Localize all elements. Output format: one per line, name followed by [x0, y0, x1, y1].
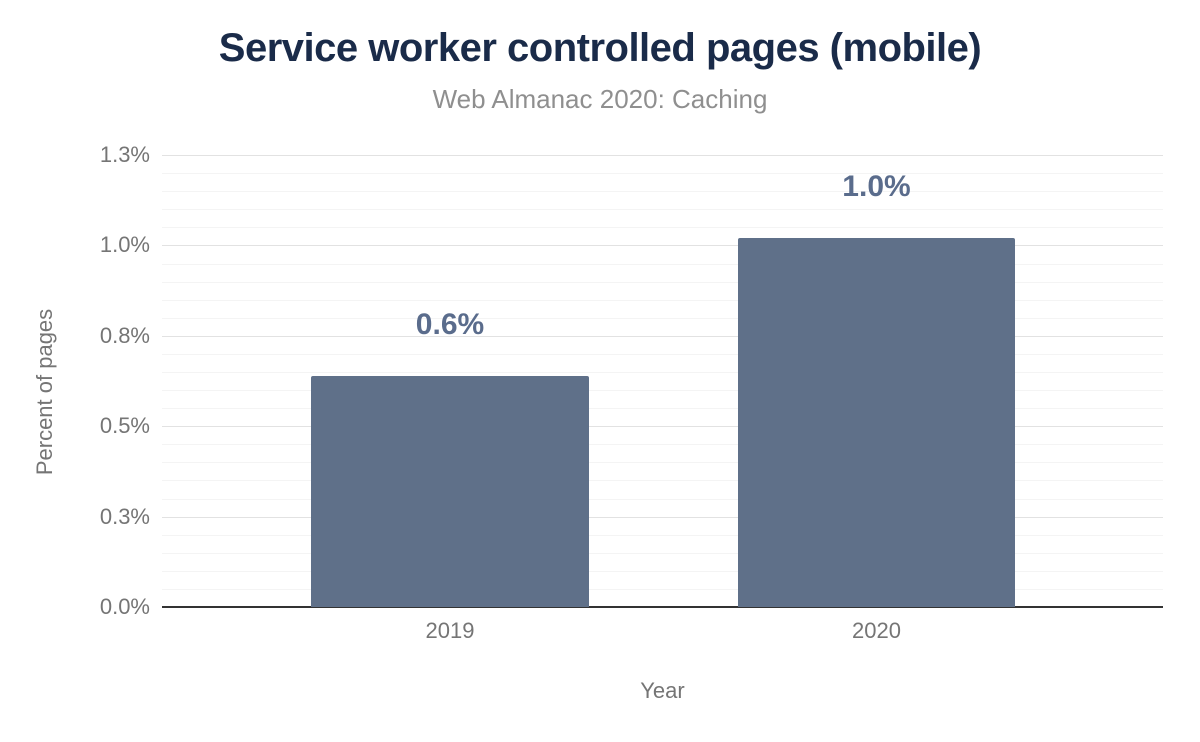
- bar-value-label: 0.6%: [415, 307, 485, 341]
- x-tick-label: 2020: [852, 618, 901, 643]
- gridline-minor: [162, 552, 1163, 554]
- gridline-minor: [162, 173, 1163, 175]
- gridline-minor: [162, 570, 1163, 572]
- gridline-major: [162, 245, 1163, 247]
- gridline-major: [162, 155, 1163, 156]
- gridline-minor: [162, 498, 1163, 500]
- gridline-major: [162, 516, 1163, 518]
- gridline-major: [162, 426, 1163, 428]
- gridline-minor: [162, 480, 1163, 482]
- plot-area: 0.0% 0.3% 0.5% 0.8% 1.0% 1.3% 0.6% 2019 1.0% 2020: [100, 142, 1163, 643]
- gridline-minor: [162, 209, 1163, 211]
- chart-subtitle: Web Almanac 2020: Caching: [432, 84, 768, 114]
- gridline-minor: [162, 263, 1163, 265]
- y-tick-label: 0.3%: [99, 503, 150, 529]
- gridline-minor: [162, 372, 1163, 373]
- gridline-minor: [162, 281, 1163, 283]
- gridline-minor: [162, 588, 1163, 590]
- gridline-minor: [162, 227, 1163, 229]
- y-tick-label: 1.0%: [99, 232, 150, 258]
- x-tick-label: 2019: [425, 618, 475, 643]
- y-tick-label: 0.0%: [99, 594, 150, 619]
- bar-value-label: 1.0%: [842, 170, 911, 204]
- gridline-minor: [162, 444, 1163, 446]
- gridline-major: [162, 335, 1163, 337]
- gridline-minor: [162, 353, 1163, 355]
- y-tick-label: 0.8%: [99, 322, 150, 348]
- gridline-minor: [162, 534, 1163, 536]
- x-axis-line: [162, 606, 1163, 608]
- bar-2019: [311, 375, 589, 607]
- y-tick-label: 1.3%: [99, 142, 150, 167]
- chart-title: Service worker controlled pages (mobile): [218, 26, 982, 70]
- gridline-minor: [162, 462, 1163, 464]
- bar-2020: [737, 238, 1016, 607]
- gridline-minor: [162, 191, 1163, 193]
- gridline-minor: [162, 408, 1163, 410]
- gridline-minor: [162, 390, 1163, 391]
- gridline-minor: [162, 317, 1163, 319]
- x-axis-title: Year: [640, 678, 685, 703]
- gridline-minor: [162, 299, 1163, 301]
- y-tick-label: 0.5%: [99, 413, 150, 439]
